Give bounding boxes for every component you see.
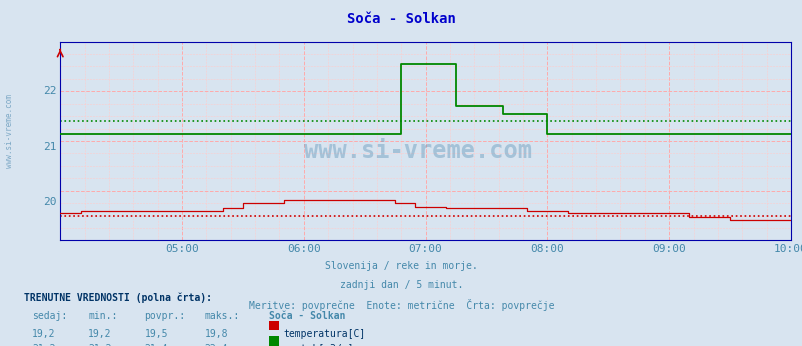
Text: 22,4: 22,4 (205, 344, 228, 346)
Text: www.si-vreme.com: www.si-vreme.com (5, 94, 14, 169)
Text: TRENUTNE VREDNOSTI (polna črta):: TRENUTNE VREDNOSTI (polna črta): (24, 292, 212, 303)
Text: 21,2: 21,2 (32, 344, 55, 346)
Text: 08:00: 08:00 (530, 244, 564, 254)
Text: 21: 21 (43, 142, 56, 152)
Text: 19,2: 19,2 (88, 329, 111, 339)
Text: 19,8: 19,8 (205, 329, 228, 339)
Text: Meritve: povprečne  Enote: metrične  Črta: povprečje: Meritve: povprečne Enote: metrične Črta:… (249, 299, 553, 311)
Text: Soča - Solkan: Soča - Solkan (346, 12, 456, 26)
Text: www.si-vreme.com: www.si-vreme.com (303, 138, 531, 163)
Text: 09:00: 09:00 (651, 244, 685, 254)
Text: Soča - Solkan: Soča - Solkan (269, 311, 345, 321)
Text: 21,2: 21,2 (88, 344, 111, 346)
Text: 21,4: 21,4 (144, 344, 168, 346)
Text: 22: 22 (43, 86, 56, 96)
Text: min.:: min.: (88, 311, 118, 321)
Text: 05:00: 05:00 (165, 244, 199, 254)
Text: 10:00: 10:00 (773, 244, 802, 254)
Text: 19,5: 19,5 (144, 329, 168, 339)
Text: 07:00: 07:00 (408, 244, 442, 254)
Text: pretok[m3/s]: pretok[m3/s] (283, 344, 354, 346)
Text: 19,2: 19,2 (32, 329, 55, 339)
Text: sedaj:: sedaj: (32, 311, 67, 321)
Text: 20: 20 (43, 197, 56, 207)
Text: zadnji dan / 5 minut.: zadnji dan / 5 minut. (339, 280, 463, 290)
Text: povpr.:: povpr.: (144, 311, 185, 321)
Text: 06:00: 06:00 (286, 244, 320, 254)
Text: temperatura[C]: temperatura[C] (283, 329, 365, 339)
Text: maks.:: maks.: (205, 311, 240, 321)
Text: Slovenija / reke in morje.: Slovenija / reke in morje. (325, 261, 477, 271)
